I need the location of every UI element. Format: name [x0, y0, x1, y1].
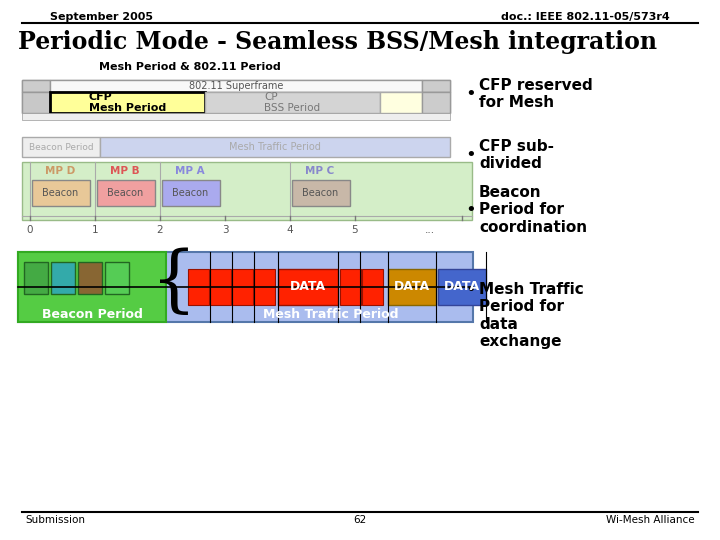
Text: MP C: MP C — [305, 166, 335, 176]
Text: MP D: MP D — [45, 166, 75, 176]
Text: Beacon: Beacon — [42, 188, 78, 198]
Bar — [50, 80, 422, 92]
Bar — [22, 92, 50, 113]
Text: CFP
Mesh Period: CFP Mesh Period — [89, 92, 166, 113]
Bar — [210, 269, 231, 305]
Text: Mesh Traffic Period: Mesh Traffic Period — [263, 307, 398, 321]
Text: Wi-Mesh Alliance: Wi-Mesh Alliance — [606, 515, 695, 525]
Bar — [380, 92, 422, 113]
Text: DATA: DATA — [290, 280, 326, 294]
Text: 4: 4 — [287, 225, 293, 235]
Text: Beacon: Beacon — [107, 188, 143, 198]
Bar — [205, 92, 380, 113]
Text: •: • — [465, 281, 476, 299]
Bar — [340, 269, 361, 305]
Bar — [100, 137, 450, 157]
Text: September 2005: September 2005 — [50, 12, 153, 22]
Text: 2: 2 — [157, 225, 163, 235]
Bar — [254, 269, 275, 305]
Text: •: • — [465, 146, 476, 164]
Bar — [22, 137, 100, 157]
Text: MP B: MP B — [110, 166, 140, 176]
Bar — [105, 262, 129, 294]
Bar — [22, 162, 472, 220]
Bar — [188, 269, 209, 305]
Text: Submission: Submission — [25, 515, 85, 525]
Text: Mesh Traffic
Period for
data
exchange: Mesh Traffic Period for data exchange — [479, 282, 584, 349]
Text: ...: ... — [425, 225, 435, 235]
Bar — [422, 92, 450, 113]
Text: 802.11 Superframe: 802.11 Superframe — [189, 81, 283, 91]
Bar — [22, 92, 450, 113]
Text: Beacon: Beacon — [302, 188, 338, 198]
Bar — [388, 269, 436, 305]
Bar — [78, 262, 102, 294]
Bar — [22, 80, 450, 92]
Text: CFP sub-
divided: CFP sub- divided — [479, 139, 554, 171]
Bar — [18, 252, 166, 322]
Text: CP
BSS Period: CP BSS Period — [264, 92, 320, 113]
Bar — [422, 80, 450, 92]
Bar — [22, 113, 450, 120]
Bar — [292, 180, 350, 206]
Text: 5: 5 — [351, 225, 359, 235]
Text: Mesh Period & 802.11 Period: Mesh Period & 802.11 Period — [99, 62, 281, 72]
Text: Beacon
Period for
coordination: Beacon Period for coordination — [479, 185, 587, 235]
Bar — [232, 269, 253, 305]
Bar — [22, 80, 50, 92]
Text: Beacon: Beacon — [172, 188, 208, 198]
Bar — [278, 269, 338, 305]
Text: Beacon Period: Beacon Period — [29, 143, 94, 152]
Text: MP A: MP A — [175, 166, 204, 176]
Bar — [362, 269, 383, 305]
Text: DATA: DATA — [444, 280, 480, 294]
Bar — [50, 92, 205, 113]
Text: 0: 0 — [27, 225, 33, 235]
Bar — [32, 180, 90, 206]
Bar — [51, 262, 75, 294]
Text: Periodic Mode - Seamless BSS/Mesh integration: Periodic Mode - Seamless BSS/Mesh integr… — [18, 30, 657, 54]
Bar — [162, 180, 220, 206]
Text: Beacon Period: Beacon Period — [42, 307, 143, 321]
Bar — [18, 252, 473, 322]
Text: DATA: DATA — [394, 280, 430, 294]
Text: 3: 3 — [222, 225, 228, 235]
Text: Mesh Traffic Period: Mesh Traffic Period — [229, 142, 321, 152]
Text: doc.: IEEE 802.11-05/573r4: doc.: IEEE 802.11-05/573r4 — [501, 12, 670, 22]
Text: •: • — [465, 201, 476, 219]
Bar — [97, 180, 155, 206]
Text: 1: 1 — [91, 225, 99, 235]
Text: 62: 62 — [354, 515, 366, 525]
Bar — [24, 262, 48, 294]
Text: •: • — [465, 85, 476, 103]
Text: CFP reserved
for Mesh: CFP reserved for Mesh — [479, 78, 593, 110]
Text: {: { — [151, 248, 197, 318]
Bar — [438, 269, 486, 305]
